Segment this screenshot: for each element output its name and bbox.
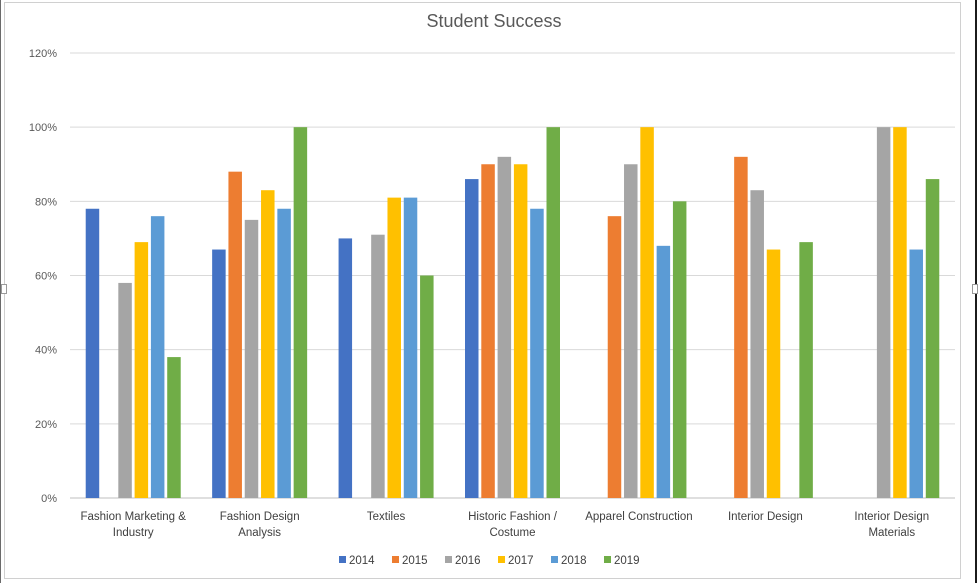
bar-2018-3[interactable] — [530, 208, 544, 498]
bar-2018-2[interactable] — [403, 197, 418, 498]
bar-2018-6[interactable] — [909, 249, 923, 498]
y-tick-label: 100% — [29, 122, 57, 134]
legend-swatch-2018 — [551, 556, 558, 563]
bar-2015-1[interactable] — [228, 171, 242, 498]
y-axis: 0% 20% 40% 60% 80% 100% 120% — [29, 48, 57, 505]
legend-swatch-2017 — [498, 556, 505, 563]
bar-2016-2[interactable] — [371, 234, 385, 499]
bar-2014-2[interactable] — [338, 238, 353, 498]
y-tick-label: 40% — [35, 345, 57, 357]
legend-label-2017[interactable]: 2017 — [508, 555, 534, 567]
bar-2019-5[interactable] — [799, 242, 813, 498]
bar-2017-5[interactable] — [766, 249, 781, 498]
bar-2014-1[interactable] — [212, 249, 226, 498]
legend-swatch-2015 — [392, 556, 399, 563]
bar-2019-1[interactable] — [293, 127, 308, 499]
legend-swatch-2019 — [604, 556, 611, 563]
bar-2019-2[interactable] — [420, 275, 434, 499]
chart-title: Student Success — [426, 11, 561, 31]
bar-2017-0[interactable] — [134, 242, 149, 498]
window-edge-left — [0, 0, 1, 583]
bar-2017-6[interactable] — [893, 127, 907, 499]
legend-swatch-2014 — [339, 556, 346, 563]
y-tick-label: 0% — [41, 493, 57, 505]
y-tick-label: 20% — [35, 419, 57, 431]
resize-handle-right[interactable] — [972, 284, 978, 294]
x-tick-label: Fashion Design Analysis — [220, 511, 300, 539]
x-tick-label: Interior Design — [728, 511, 803, 523]
legend-label-2015[interactable]: 2015 — [402, 555, 428, 567]
bar-2016-0[interactable] — [118, 282, 132, 498]
bar-2019-0[interactable] — [167, 357, 181, 498]
legend-label-2018[interactable]: 2018 — [561, 555, 587, 567]
x-tick-label: Textiles — [367, 511, 406, 523]
bar-2016-6[interactable] — [876, 127, 891, 499]
bars — [85, 127, 940, 499]
y-tick-label: 60% — [35, 271, 57, 283]
bar-2015-5[interactable] — [734, 156, 748, 499]
y-tick-label: 80% — [35, 196, 57, 208]
x-tick-label: Interior Design Materials — [854, 511, 929, 539]
resize-handle-left[interactable] — [1, 284, 7, 294]
legend-swatch-2016 — [445, 556, 452, 563]
bar-2019-4[interactable] — [672, 201, 687, 499]
bar-2016-5[interactable] — [750, 190, 764, 499]
bar-2014-3[interactable] — [465, 179, 479, 499]
x-tick-label: Historic Fashion / Costume — [468, 511, 558, 539]
bar-2019-6[interactable] — [925, 179, 940, 499]
bar-2016-3[interactable] — [497, 156, 512, 499]
bar-2017-3[interactable] — [513, 164, 528, 498]
bar-2019-3[interactable] — [546, 127, 561, 499]
bar-2018-1[interactable] — [277, 208, 291, 498]
x-axis: Fashion Marketing & Industry Fashion Desig… — [80, 511, 929, 539]
bar-2017-4[interactable] — [640, 127, 654, 499]
bar-2018-0[interactable] — [150, 216, 165, 498]
legend-label-2014[interactable]: 2014 — [349, 555, 375, 567]
legend-label-2016[interactable]: 2016 — [455, 555, 481, 567]
x-tick-label: Fashion Marketing & Industry — [80, 511, 186, 539]
bar-2018-4[interactable] — [656, 245, 671, 498]
bar-2016-1[interactable] — [244, 219, 259, 498]
bar-2016-4[interactable] — [624, 164, 638, 498]
y-tick-label: 120% — [29, 48, 57, 60]
x-tick-label: Apparel Construction — [585, 511, 692, 523]
legend: 2014 2015 2016 2017 2018 2019 — [339, 555, 640, 567]
bar-2015-3[interactable] — [481, 164, 495, 498]
bar-2014-0[interactable] — [85, 208, 100, 498]
gridlines — [70, 52, 955, 499]
bar-2017-2[interactable] — [387, 197, 401, 498]
legend-label-2019[interactable]: 2019 — [614, 555, 640, 567]
bar-2017-1[interactable] — [261, 190, 275, 499]
bar-2015-4[interactable] — [607, 216, 622, 498]
